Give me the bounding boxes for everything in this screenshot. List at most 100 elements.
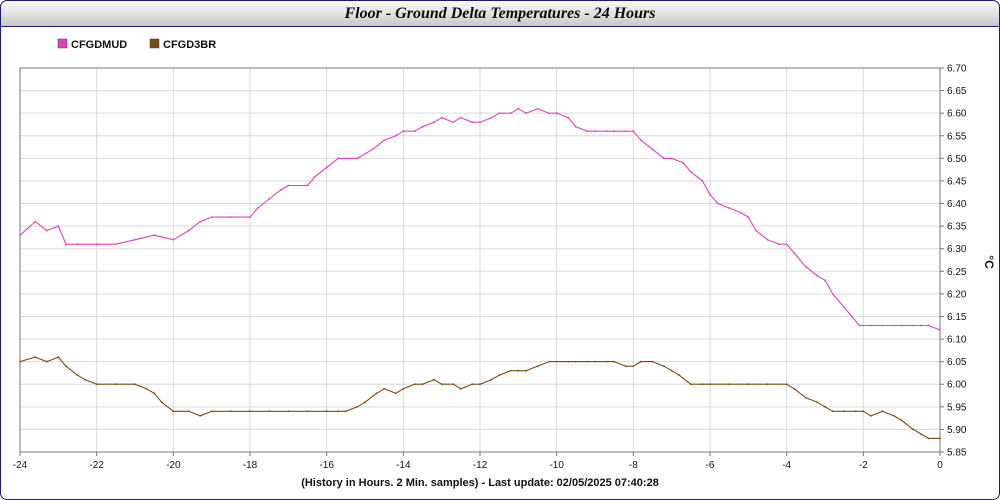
data-point xyxy=(766,383,769,386)
data-point xyxy=(356,405,359,408)
data-point xyxy=(525,369,527,372)
data-point xyxy=(413,383,416,386)
legend-label-cfgd3br: CFGD3BR xyxy=(163,39,216,51)
data-point xyxy=(421,383,424,386)
data-point xyxy=(57,225,60,228)
data-point xyxy=(452,121,455,124)
data-point xyxy=(160,401,163,404)
x-axis-ticks: -24 -22 -20 -18 -16 -14 -12 -10 -8 -6 -4 -2 0 xyxy=(13,452,943,471)
data-point xyxy=(383,387,386,390)
data-point xyxy=(843,410,846,413)
x-tick-label: -6 xyxy=(706,460,715,471)
data-point xyxy=(229,410,232,413)
data-point xyxy=(394,134,397,137)
y-tick-label: 6.10 xyxy=(947,335,967,346)
data-point xyxy=(459,387,462,390)
data-point xyxy=(256,207,259,209)
y-axis-label: °C xyxy=(982,255,996,269)
data-point xyxy=(567,360,570,363)
y-tick-label: 6.70 xyxy=(947,64,967,75)
x-tick-label: 0 xyxy=(937,460,943,471)
y-tick-label: 5.95 xyxy=(947,402,967,413)
x-tick-label: -8 xyxy=(629,460,638,471)
data-point xyxy=(747,216,750,219)
legend-swatch-cfgdmud xyxy=(57,38,68,49)
data-point xyxy=(356,157,359,160)
data-point xyxy=(586,360,589,363)
data-point xyxy=(594,360,596,363)
y-tick-label: 6.45 xyxy=(947,176,967,187)
data-point xyxy=(594,130,596,133)
data-point xyxy=(728,383,731,386)
data-point xyxy=(793,252,796,255)
data-point xyxy=(689,383,692,386)
data-point xyxy=(605,130,608,133)
data-point xyxy=(536,107,539,110)
series-cfgd3br xyxy=(19,356,941,440)
x-tick-label: -12 xyxy=(473,460,488,471)
data-point xyxy=(95,383,98,386)
data-point xyxy=(134,238,136,241)
data-point xyxy=(919,433,922,435)
data-point xyxy=(651,148,654,151)
data-point xyxy=(306,184,309,187)
data-point xyxy=(831,293,834,295)
data-point xyxy=(525,112,527,115)
data-point xyxy=(249,410,251,413)
data-point xyxy=(785,383,788,386)
data-point xyxy=(858,324,861,327)
data-point xyxy=(870,415,872,417)
data-point xyxy=(716,202,719,205)
data-point xyxy=(371,148,374,151)
data-point xyxy=(498,112,501,115)
x-tick-label: -22 xyxy=(89,460,104,471)
data-point xyxy=(824,279,826,282)
data-point xyxy=(824,405,826,408)
data-point xyxy=(268,198,271,200)
data-point xyxy=(210,216,213,219)
data-point xyxy=(586,130,589,133)
data-point xyxy=(689,171,692,173)
data-point xyxy=(778,243,780,246)
data-point xyxy=(574,125,577,128)
series-layer xyxy=(19,107,941,440)
y-tick-label: 6.55 xyxy=(947,131,967,142)
data-point xyxy=(709,383,711,386)
data-point xyxy=(325,410,328,413)
data-point xyxy=(433,121,435,124)
data-point xyxy=(314,175,317,178)
data-point xyxy=(517,107,520,110)
data-point xyxy=(509,369,512,372)
footer-text: (History in Hours. 2 Min. samples) - Las… xyxy=(301,477,659,489)
data-point xyxy=(364,401,366,404)
data-point xyxy=(682,162,685,164)
data-point xyxy=(287,410,290,413)
data-point xyxy=(421,125,424,128)
legend: CFGDMUD CFGD3BR xyxy=(57,38,216,51)
data-point xyxy=(268,410,271,413)
legend-label-cfgdmud: CFGDMUD xyxy=(71,39,127,51)
data-point xyxy=(632,365,635,368)
data-point xyxy=(95,243,98,246)
data-point xyxy=(893,415,895,417)
data-point xyxy=(919,324,922,327)
data-point xyxy=(114,243,117,246)
legend-swatch-cfgd3br xyxy=(149,38,160,49)
data-point xyxy=(651,360,654,363)
data-point xyxy=(287,184,290,187)
data-point xyxy=(862,324,865,327)
data-point xyxy=(870,324,872,327)
y-tick-label: 6.35 xyxy=(947,222,967,233)
data-point xyxy=(624,130,627,133)
data-point xyxy=(114,383,117,386)
data-point xyxy=(337,157,340,160)
data-point xyxy=(728,207,731,209)
data-point xyxy=(249,216,251,219)
data-point xyxy=(548,112,550,115)
chart-title: Floor - Ground Delta Temperatures - 24 H… xyxy=(344,5,656,22)
data-point xyxy=(793,387,796,390)
y-tick-label: 6.20 xyxy=(947,289,967,300)
data-point xyxy=(279,189,282,191)
data-point xyxy=(479,383,481,386)
